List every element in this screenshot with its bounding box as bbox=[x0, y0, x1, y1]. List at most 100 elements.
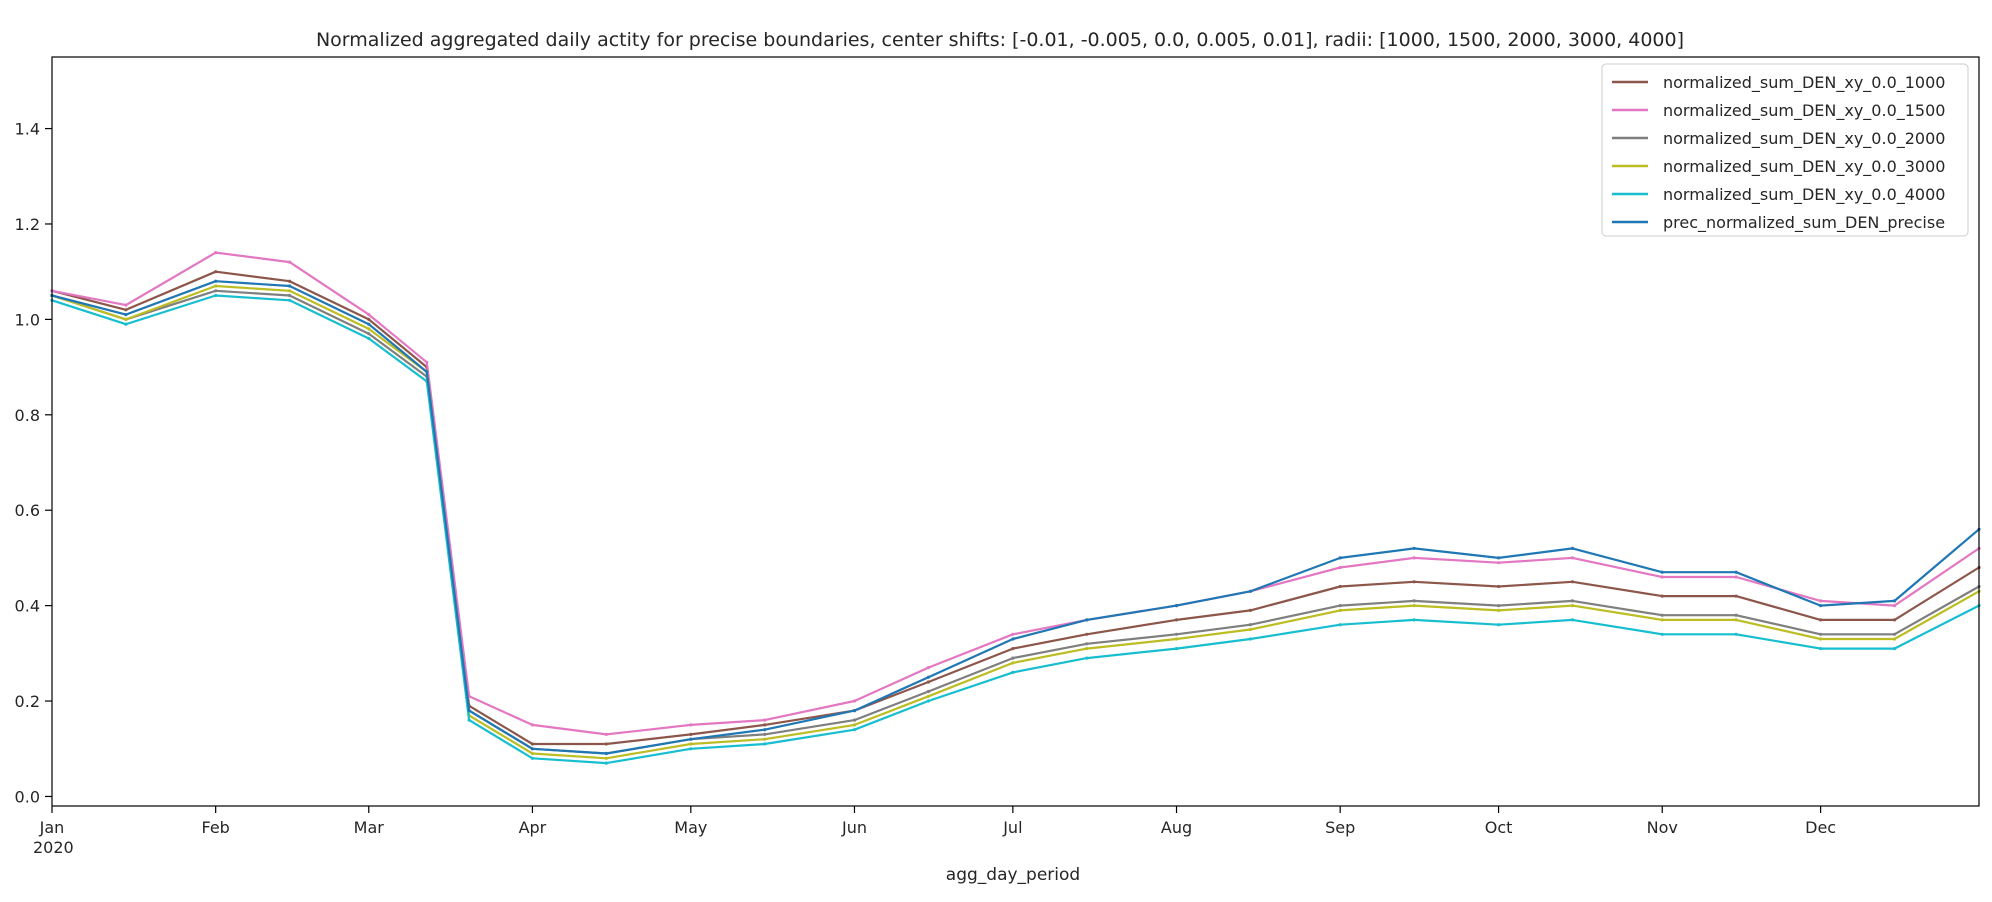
data-point bbox=[763, 737, 767, 741]
data-point bbox=[124, 322, 128, 326]
data-point bbox=[367, 313, 371, 317]
data-point bbox=[1497, 604, 1501, 608]
data-point bbox=[1085, 632, 1089, 636]
legend-label: normalized_sum_DEN_xy_0.0_1000 bbox=[1663, 73, 1945, 93]
data-point bbox=[852, 699, 857, 703]
x-axis-year-label: 2020 bbox=[33, 838, 74, 857]
data-point bbox=[1892, 637, 1897, 641]
data-point bbox=[689, 742, 693, 746]
series-line-2 bbox=[51, 251, 1980, 736]
x-tick-label: Mar bbox=[354, 818, 385, 837]
data-point bbox=[288, 298, 292, 302]
legend-label: prec_normalized_sum_DEN_precise bbox=[1663, 213, 1945, 233]
series-line-4 bbox=[51, 284, 1980, 760]
y-tick-label: 0.0 bbox=[15, 787, 40, 806]
data-point bbox=[926, 694, 931, 698]
x-axis: Jan Feb Mar Apr May Jun Jul Aug Sep Oct Nov Dec bbox=[39, 806, 1836, 837]
data-point bbox=[1248, 608, 1252, 613]
series-layer bbox=[50, 251, 1981, 765]
data-point bbox=[1819, 604, 1823, 608]
data-point bbox=[604, 732, 608, 737]
data-point bbox=[1819, 618, 1823, 622]
data-point bbox=[1174, 637, 1179, 641]
data-point bbox=[1338, 623, 1342, 627]
x-tick-label: Jun bbox=[841, 818, 867, 837]
data-point bbox=[1892, 618, 1897, 622]
data-point bbox=[926, 689, 931, 694]
data-point bbox=[1734, 594, 1738, 598]
data-point bbox=[1660, 594, 1664, 598]
data-point bbox=[852, 728, 857, 732]
data-point bbox=[1338, 556, 1342, 560]
legend-label: normalized_sum_DEN_xy_0.0_1500 bbox=[1663, 101, 1945, 121]
series-line-3 bbox=[51, 289, 1980, 755]
data-point bbox=[1497, 584, 1501, 589]
x-tick-label: Aug bbox=[1161, 818, 1192, 837]
data-point bbox=[288, 260, 292, 264]
data-point bbox=[367, 336, 371, 341]
data-point bbox=[124, 313, 128, 317]
data-point bbox=[288, 293, 292, 298]
data-point bbox=[689, 747, 693, 751]
data-point bbox=[1570, 580, 1575, 584]
data-point bbox=[604, 761, 608, 765]
data-point bbox=[425, 370, 429, 374]
data-point bbox=[1011, 661, 1015, 665]
data-point bbox=[1734, 613, 1738, 617]
x-tick-label: Apr bbox=[519, 818, 547, 837]
y-tick-label: 1.2 bbox=[15, 215, 40, 234]
x-tick-label: Oct bbox=[1485, 818, 1513, 837]
legend-label: normalized_sum_DEN_xy_0.0_2000 bbox=[1663, 129, 1945, 149]
plot-frame bbox=[51, 56, 1980, 807]
data-point bbox=[1660, 618, 1664, 622]
data-point bbox=[1660, 570, 1664, 574]
data-point bbox=[1660, 632, 1664, 636]
y-axis: 0.0 0.2 0.4 0.6 0.8 1.0 1.2 1.4 bbox=[15, 120, 52, 806]
data-point bbox=[1570, 556, 1575, 560]
x-tick-label: Dec bbox=[1805, 818, 1836, 837]
data-point bbox=[1660, 575, 1664, 579]
data-point bbox=[1412, 618, 1416, 622]
data-point bbox=[425, 360, 429, 364]
data-point bbox=[763, 732, 767, 737]
data-point bbox=[1819, 632, 1823, 636]
data-point bbox=[763, 742, 767, 746]
y-tick-label: 0.2 bbox=[15, 692, 40, 711]
data-point bbox=[1734, 618, 1738, 622]
data-point bbox=[1412, 546, 1416, 551]
data-point bbox=[763, 718, 767, 722]
x-tick-label: May bbox=[674, 818, 707, 837]
data-point bbox=[1338, 565, 1342, 570]
x-tick-label: Jan bbox=[39, 818, 65, 837]
legend-label: normalized_sum_DEN_xy_0.0_3000 bbox=[1663, 157, 1945, 177]
data-point bbox=[288, 284, 292, 288]
data-point bbox=[604, 751, 608, 756]
series-line-5 bbox=[51, 294, 1980, 765]
data-point bbox=[467, 709, 471, 713]
data-point bbox=[604, 756, 608, 760]
data-point bbox=[926, 666, 931, 670]
data-point bbox=[367, 332, 371, 336]
data-point bbox=[1011, 632, 1015, 636]
data-point bbox=[852, 723, 857, 727]
data-point bbox=[214, 251, 218, 255]
data-point bbox=[1819, 647, 1823, 651]
data-point bbox=[1011, 647, 1015, 651]
data-point bbox=[1570, 604, 1575, 608]
data-point bbox=[1085, 642, 1089, 646]
data-point bbox=[1412, 604, 1416, 608]
data-point bbox=[1248, 589, 1252, 593]
legend-box bbox=[1601, 63, 1969, 237]
data-point bbox=[1734, 575, 1738, 579]
data-point bbox=[1497, 556, 1501, 560]
data-point bbox=[467, 718, 471, 722]
data-point bbox=[1570, 599, 1575, 603]
data-point bbox=[1892, 599, 1897, 603]
data-point bbox=[926, 675, 931, 679]
data-point bbox=[124, 308, 128, 312]
x-tick-label: Feb bbox=[201, 818, 229, 837]
y-tick-label: 1.4 bbox=[15, 120, 40, 139]
data-point bbox=[1412, 599, 1416, 603]
y-tick-label: 0.8 bbox=[15, 406, 40, 425]
